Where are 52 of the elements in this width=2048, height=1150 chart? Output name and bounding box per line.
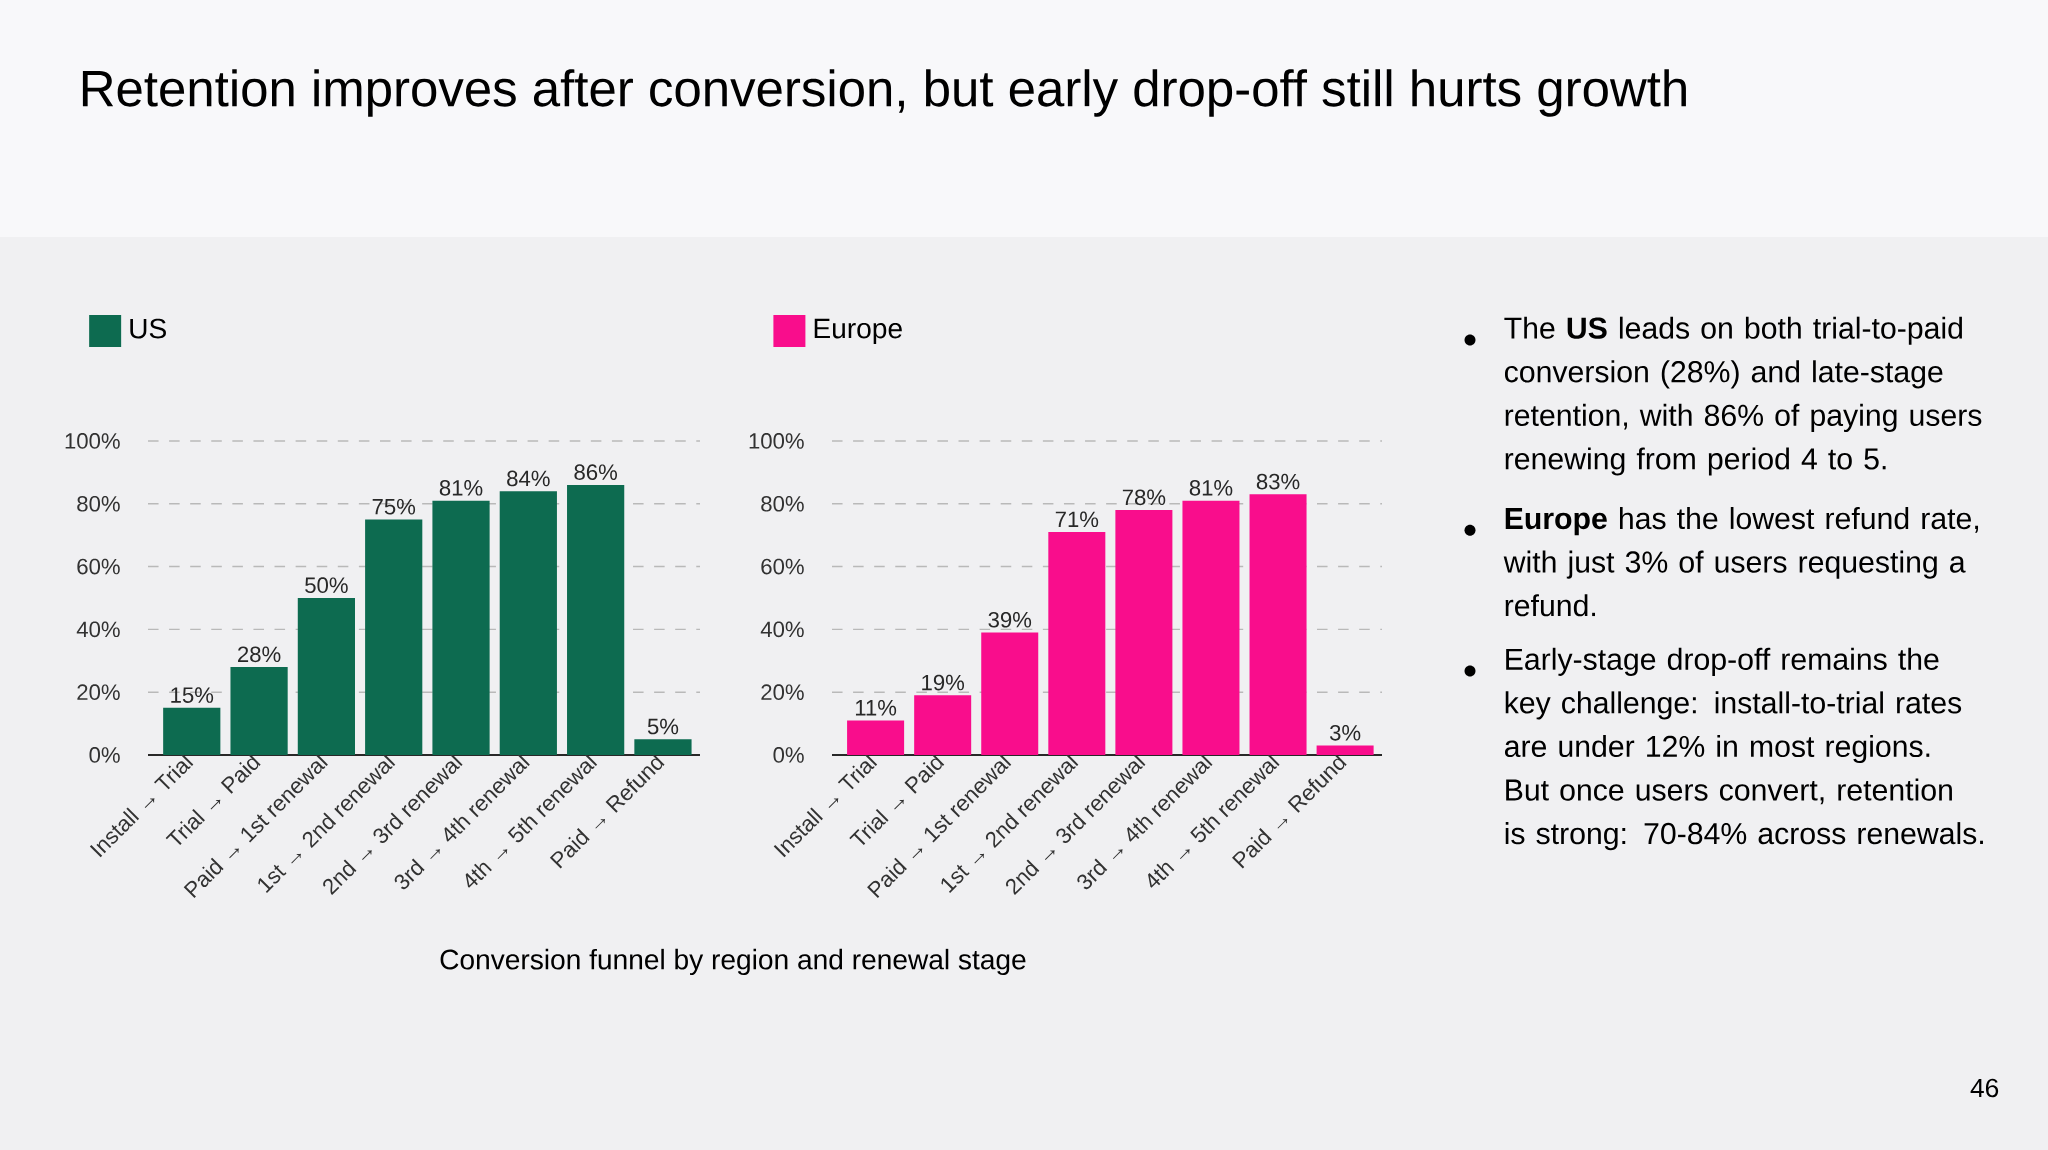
bar xyxy=(230,667,288,755)
y-tick-label: 60% xyxy=(77,558,120,575)
legend-label: US xyxy=(130,318,166,339)
bar xyxy=(297,597,355,755)
y-tick-label: 60% xyxy=(761,558,804,575)
data-label: 50% xyxy=(305,577,348,594)
y-tick-label: 80% xyxy=(77,495,120,512)
bar xyxy=(1115,510,1173,755)
text: Retention improves after conversion, but early drop-off still hurts growth xyxy=(82,69,1686,117)
data-label: 15% xyxy=(171,687,214,703)
text: 46 xyxy=(1970,1078,1999,1098)
y-tick-label: 20% xyxy=(77,684,120,701)
data-label: 5% xyxy=(647,718,679,735)
bar xyxy=(981,632,1039,755)
bar xyxy=(1249,494,1307,755)
bar xyxy=(634,739,692,755)
y-tick-label: 40% xyxy=(760,621,804,638)
text: Europe has the lowest refund rate, with just 3% of users requesting a refund. xyxy=(1503,507,1979,617)
bar xyxy=(365,519,423,755)
bar xyxy=(567,484,625,755)
legend-label: Europe xyxy=(814,318,902,344)
y-tick-label: 80% xyxy=(761,495,804,512)
data-label: 84% xyxy=(507,470,550,487)
data-label: 81% xyxy=(439,480,483,496)
data-label: 19% xyxy=(922,674,965,691)
y-tick-label: 40% xyxy=(76,621,120,638)
data-label: 83% xyxy=(1256,473,1300,490)
data-label: 86% xyxy=(574,464,618,481)
y-tick-label: 100% xyxy=(65,433,120,449)
data-label: 81% xyxy=(1189,480,1233,496)
bar xyxy=(1048,532,1106,755)
bar xyxy=(1182,500,1240,755)
y-tick-label: 20% xyxy=(761,684,804,701)
bar xyxy=(432,500,490,755)
data-label: 78% xyxy=(1122,489,1166,506)
bar xyxy=(499,491,557,755)
bar xyxy=(1316,745,1374,755)
y-tick-label: 0% xyxy=(773,747,804,763)
data-label: 3% xyxy=(1329,724,1361,741)
y-tick-label: 100% xyxy=(749,433,804,449)
data-label: 28% xyxy=(238,646,281,663)
data-label: 11% xyxy=(855,700,897,716)
text: The US leads on both trial-to-paid conversion (28%) and late-stage retention, with 86% of paying users renewing from period 4 to 5. xyxy=(1504,316,1982,476)
bar xyxy=(163,707,221,755)
y-tick-label: 0% xyxy=(89,747,120,763)
text: Conversion funnel by region and renewal stage xyxy=(440,948,1026,976)
bar xyxy=(847,720,905,755)
data-label: 75% xyxy=(372,498,416,515)
text: Early-stage drop-off remains the key challenge: install-to-trial rates are under 12% in most regions. But once users convert, retention is strong: 70-84% across renewals. xyxy=(1504,647,1983,851)
data-label: 71% xyxy=(1055,511,1099,528)
bar xyxy=(914,695,972,755)
data-label: 39% xyxy=(988,611,1032,628)
